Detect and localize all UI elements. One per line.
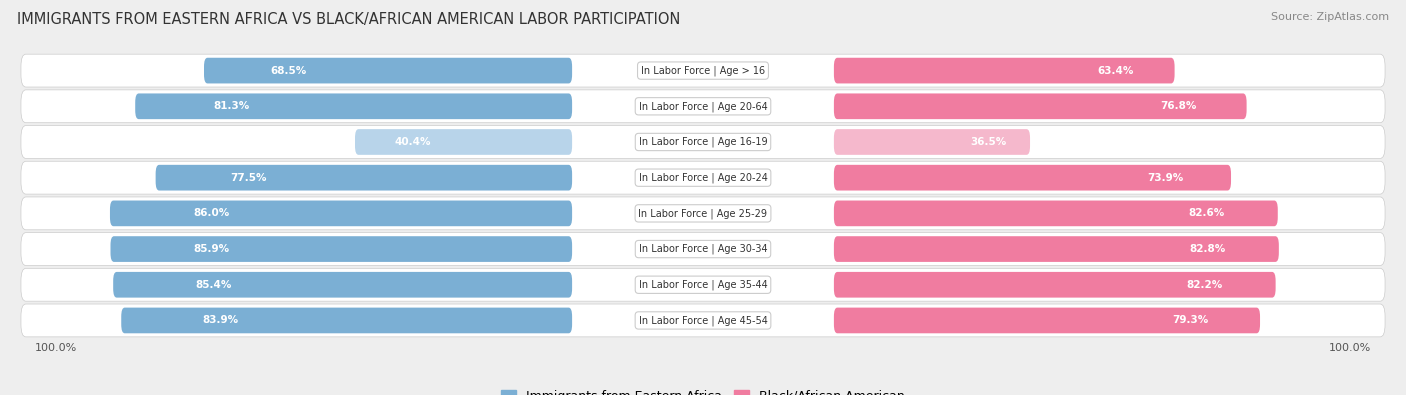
FancyBboxPatch shape xyxy=(21,90,1385,123)
FancyBboxPatch shape xyxy=(834,129,1031,155)
Text: 82.8%: 82.8% xyxy=(1189,244,1226,254)
Text: 100.0%: 100.0% xyxy=(1329,343,1371,353)
FancyBboxPatch shape xyxy=(834,308,1260,333)
Text: In Labor Force | Age 35-44: In Labor Force | Age 35-44 xyxy=(638,280,768,290)
FancyBboxPatch shape xyxy=(21,197,1385,230)
Text: In Labor Force | Age > 16: In Labor Force | Age > 16 xyxy=(641,65,765,76)
Text: 85.4%: 85.4% xyxy=(195,280,232,290)
Text: 82.2%: 82.2% xyxy=(1187,280,1223,290)
FancyBboxPatch shape xyxy=(834,272,1275,297)
FancyBboxPatch shape xyxy=(204,58,572,83)
Text: 76.8%: 76.8% xyxy=(1161,101,1197,111)
FancyBboxPatch shape xyxy=(121,308,572,333)
Text: 40.4%: 40.4% xyxy=(394,137,430,147)
FancyBboxPatch shape xyxy=(21,54,1385,87)
FancyBboxPatch shape xyxy=(834,236,1279,262)
Text: 63.4%: 63.4% xyxy=(1097,66,1133,75)
Text: 86.0%: 86.0% xyxy=(193,209,229,218)
FancyBboxPatch shape xyxy=(111,236,572,262)
FancyBboxPatch shape xyxy=(834,94,1247,119)
FancyBboxPatch shape xyxy=(834,165,1232,190)
Text: In Labor Force | Age 30-34: In Labor Force | Age 30-34 xyxy=(638,244,768,254)
Text: 82.6%: 82.6% xyxy=(1188,209,1225,218)
Text: In Labor Force | Age 20-24: In Labor Force | Age 20-24 xyxy=(638,173,768,183)
FancyBboxPatch shape xyxy=(21,161,1385,194)
FancyBboxPatch shape xyxy=(156,165,572,190)
Text: 73.9%: 73.9% xyxy=(1147,173,1184,182)
FancyBboxPatch shape xyxy=(110,201,572,226)
FancyBboxPatch shape xyxy=(834,201,1278,226)
Text: In Labor Force | Age 20-64: In Labor Force | Age 20-64 xyxy=(638,101,768,111)
Text: IMMIGRANTS FROM EASTERN AFRICA VS BLACK/AFRICAN AMERICAN LABOR PARTICIPATION: IMMIGRANTS FROM EASTERN AFRICA VS BLACK/… xyxy=(17,12,681,27)
FancyBboxPatch shape xyxy=(135,94,572,119)
Text: 36.5%: 36.5% xyxy=(970,137,1007,147)
FancyBboxPatch shape xyxy=(21,233,1385,265)
Text: In Labor Force | Age 25-29: In Labor Force | Age 25-29 xyxy=(638,208,768,218)
FancyBboxPatch shape xyxy=(21,126,1385,158)
Text: 85.9%: 85.9% xyxy=(194,244,229,254)
FancyBboxPatch shape xyxy=(21,268,1385,301)
Text: 68.5%: 68.5% xyxy=(270,66,307,75)
Text: 100.0%: 100.0% xyxy=(35,343,77,353)
Text: Source: ZipAtlas.com: Source: ZipAtlas.com xyxy=(1271,12,1389,22)
Text: 81.3%: 81.3% xyxy=(214,101,250,111)
Text: 79.3%: 79.3% xyxy=(1173,316,1209,325)
Text: In Labor Force | Age 45-54: In Labor Force | Age 45-54 xyxy=(638,315,768,326)
FancyBboxPatch shape xyxy=(834,58,1174,83)
Text: 77.5%: 77.5% xyxy=(231,173,267,182)
Legend: Immigrants from Eastern Africa, Black/African American: Immigrants from Eastern Africa, Black/Af… xyxy=(501,389,905,395)
FancyBboxPatch shape xyxy=(114,272,572,297)
FancyBboxPatch shape xyxy=(354,129,572,155)
Text: In Labor Force | Age 16-19: In Labor Force | Age 16-19 xyxy=(638,137,768,147)
FancyBboxPatch shape xyxy=(21,304,1385,337)
Text: 83.9%: 83.9% xyxy=(202,316,239,325)
